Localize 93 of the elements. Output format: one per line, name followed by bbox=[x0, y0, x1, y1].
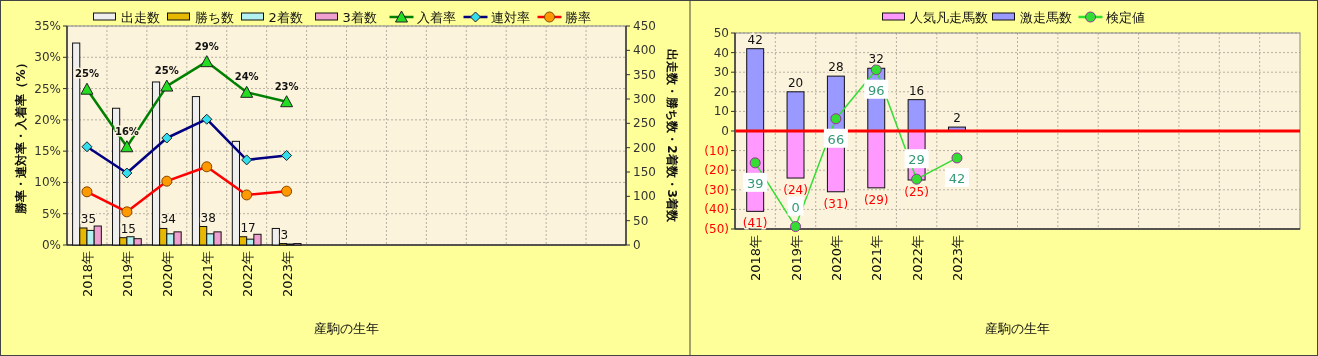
y2-tick-label: 450 bbox=[633, 19, 656, 33]
legend-label: 連対率 bbox=[490, 10, 530, 25]
x-tick-label: 2023年 bbox=[949, 235, 965, 282]
y-tick-label: 20 bbox=[713, 84, 729, 99]
y-tick-label: 50 bbox=[713, 26, 729, 40]
data-label: 35 bbox=[80, 211, 97, 226]
y-tick-label: 20% bbox=[34, 112, 61, 127]
legend-label: 2着数 bbox=[268, 10, 303, 25]
legend-label: 検定値 bbox=[1105, 10, 1145, 25]
y2-tick-label: 100 bbox=[633, 189, 656, 204]
y2-tick-label: 400 bbox=[633, 43, 656, 58]
x-axis-title: 産駒の生年 bbox=[985, 321, 1050, 336]
data-label: 17 bbox=[240, 220, 256, 235]
legend-label: 勝ち数 bbox=[194, 10, 234, 25]
legend-label: 入着率 bbox=[416, 10, 456, 25]
point bbox=[951, 152, 963, 164]
data-label: 3 bbox=[280, 227, 289, 242]
y-tick-label: 35% bbox=[34, 19, 61, 33]
y2-tick-label: 300 bbox=[633, 92, 656, 106]
y-tick-label: 0 bbox=[721, 124, 729, 138]
bar bbox=[907, 99, 926, 132]
data-label: 24% bbox=[234, 71, 259, 83]
data-label: 38 bbox=[200, 210, 216, 225]
data-label: 28 bbox=[828, 60, 844, 75]
point bbox=[870, 64, 882, 76]
x-tick-label: 2018年 bbox=[79, 251, 95, 298]
x-tick-label: 2020年 bbox=[828, 235, 844, 282]
x-tick-label: 2022年 bbox=[909, 235, 925, 282]
x-axis-title: 産駒の生年 bbox=[314, 321, 379, 336]
y2-tick-label: 0 bbox=[633, 238, 641, 252]
data-label: 25% bbox=[154, 65, 179, 77]
y-axis-title: 勝率・連対率・入着率（%） bbox=[14, 57, 28, 215]
y-tick-label: (50) bbox=[704, 222, 729, 236]
x-tick-label: 2021年 bbox=[869, 235, 885, 282]
legend-label: 人気凡走馬数 bbox=[909, 10, 988, 25]
x-tick-label: 2018年 bbox=[748, 235, 764, 282]
data-label: (41) bbox=[742, 216, 768, 231]
legend-label: 3着数 bbox=[342, 10, 377, 25]
y2-tick-label: 150 bbox=[633, 165, 656, 179]
data-label: 0 bbox=[791, 199, 800, 215]
data-label: (25) bbox=[904, 185, 929, 199]
x-tick-label: 2021年 bbox=[199, 251, 215, 298]
data-label: 16 bbox=[908, 83, 925, 98]
y-tick-label: (30) bbox=[704, 182, 729, 197]
data-label: 39 bbox=[746, 175, 764, 191]
data-label: 34 bbox=[160, 212, 176, 227]
data-label: 15 bbox=[120, 221, 136, 236]
data-label: 2 bbox=[953, 111, 961, 126]
data-label: 42 bbox=[747, 32, 763, 47]
y-tick-label: 25% bbox=[34, 81, 61, 96]
point bbox=[790, 221, 802, 233]
y2-tick-label: 350 bbox=[633, 67, 656, 82]
y-tick-label: 30% bbox=[34, 50, 61, 65]
x-tick-label: 2023年 bbox=[279, 251, 295, 298]
legend-label: 激走馬数 bbox=[1019, 10, 1072, 25]
data-label: 29% bbox=[194, 40, 219, 52]
legend-label: 勝率 bbox=[564, 10, 591, 25]
x-tick-label: 2019年 bbox=[119, 251, 135, 298]
bar bbox=[786, 91, 805, 132]
data-label: (31) bbox=[823, 196, 849, 211]
data-label: 42 bbox=[948, 170, 966, 186]
x-tick-label: 2019年 bbox=[788, 235, 804, 282]
x-tick-label: 2022年 bbox=[239, 251, 255, 298]
y-tick-label: (20) bbox=[704, 163, 729, 178]
y-tick-label: 15% bbox=[34, 144, 61, 159]
point bbox=[830, 113, 842, 125]
y2-tick-label: 50 bbox=[633, 213, 649, 228]
data-label: 66 bbox=[827, 131, 845, 147]
data-label: (24) bbox=[783, 183, 808, 198]
data-label: 32 bbox=[868, 52, 884, 67]
bar bbox=[746, 48, 765, 132]
data-label: 23% bbox=[274, 80, 299, 92]
y-tick-label: (10) bbox=[704, 143, 729, 158]
legend-label: 出走数 bbox=[120, 10, 160, 25]
y-tick-label: 30 bbox=[713, 65, 729, 80]
data-label: 20 bbox=[787, 75, 804, 90]
y2-tick-label: 200 bbox=[633, 140, 656, 155]
y2-axis-title: 出走数・勝ち数・2着数・3着数 bbox=[665, 49, 679, 223]
point bbox=[749, 157, 761, 169]
x-tick-label: 2020年 bbox=[159, 251, 175, 298]
y-tick-label: 0% bbox=[41, 238, 61, 252]
y-tick-label: 10% bbox=[34, 175, 61, 190]
y-tick-label: 40 bbox=[713, 45, 729, 60]
data-label: 96 bbox=[867, 82, 885, 98]
point bbox=[911, 173, 923, 185]
bar bbox=[867, 130, 886, 189]
y2-tick-label: 250 bbox=[633, 116, 656, 131]
y-tick-label: 10 bbox=[713, 104, 729, 119]
data-label: 29 bbox=[908, 152, 925, 168]
data-label: (29) bbox=[863, 192, 889, 207]
y-tick-label: 5% bbox=[41, 206, 61, 221]
bar bbox=[786, 130, 805, 179]
y-tick-label: (40) bbox=[704, 202, 729, 217]
